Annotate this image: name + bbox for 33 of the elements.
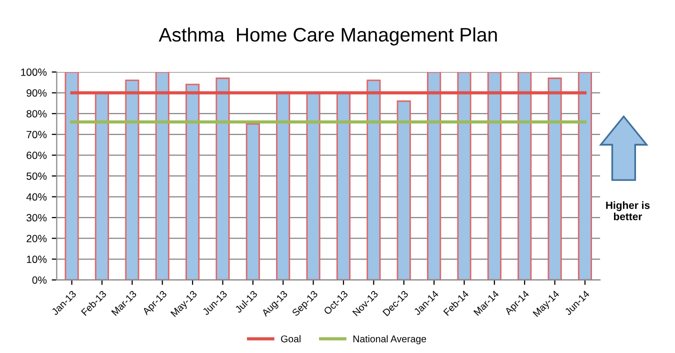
bar: [396, 100, 411, 280]
y-tick-label: 70%: [26, 130, 47, 138]
chart-title: Asthma Home Care Management Plan: [158, 27, 497, 46]
y-tick-label: 90%: [26, 89, 47, 97]
bar: [427, 72, 442, 280]
bar: [186, 84, 200, 280]
bar: [64, 72, 79, 280]
y-tick-label: 40%: [26, 193, 47, 201]
bar: [457, 72, 472, 280]
y-tick-label: 30%: [26, 214, 47, 222]
bar: [216, 78, 230, 280]
legend-label: Goal: [281, 335, 300, 342]
bar: [548, 78, 562, 280]
y-tick-label: 0%: [32, 276, 47, 284]
y-tick-label: 100%: [21, 68, 47, 76]
y-tick-label: 80%: [26, 110, 47, 118]
bar: [276, 92, 290, 280]
y-tick-label: 60%: [26, 152, 47, 160]
y-tick-label: 20%: [26, 234, 47, 242]
bar: [336, 92, 351, 280]
bar: [518, 72, 532, 280]
bar: [125, 80, 140, 280]
bar: [155, 72, 170, 280]
bar: [578, 72, 592, 280]
text: Higher is better: [606, 201, 650, 220]
bar: [94, 92, 110, 280]
bar: [306, 92, 320, 280]
bar: [487, 72, 502, 280]
legend-label: National Average: [353, 335, 426, 344]
y-tick-label: 10%: [26, 256, 47, 264]
bar: [366, 80, 381, 280]
y-tick-label: 50%: [26, 172, 47, 180]
bar: [246, 123, 260, 280]
